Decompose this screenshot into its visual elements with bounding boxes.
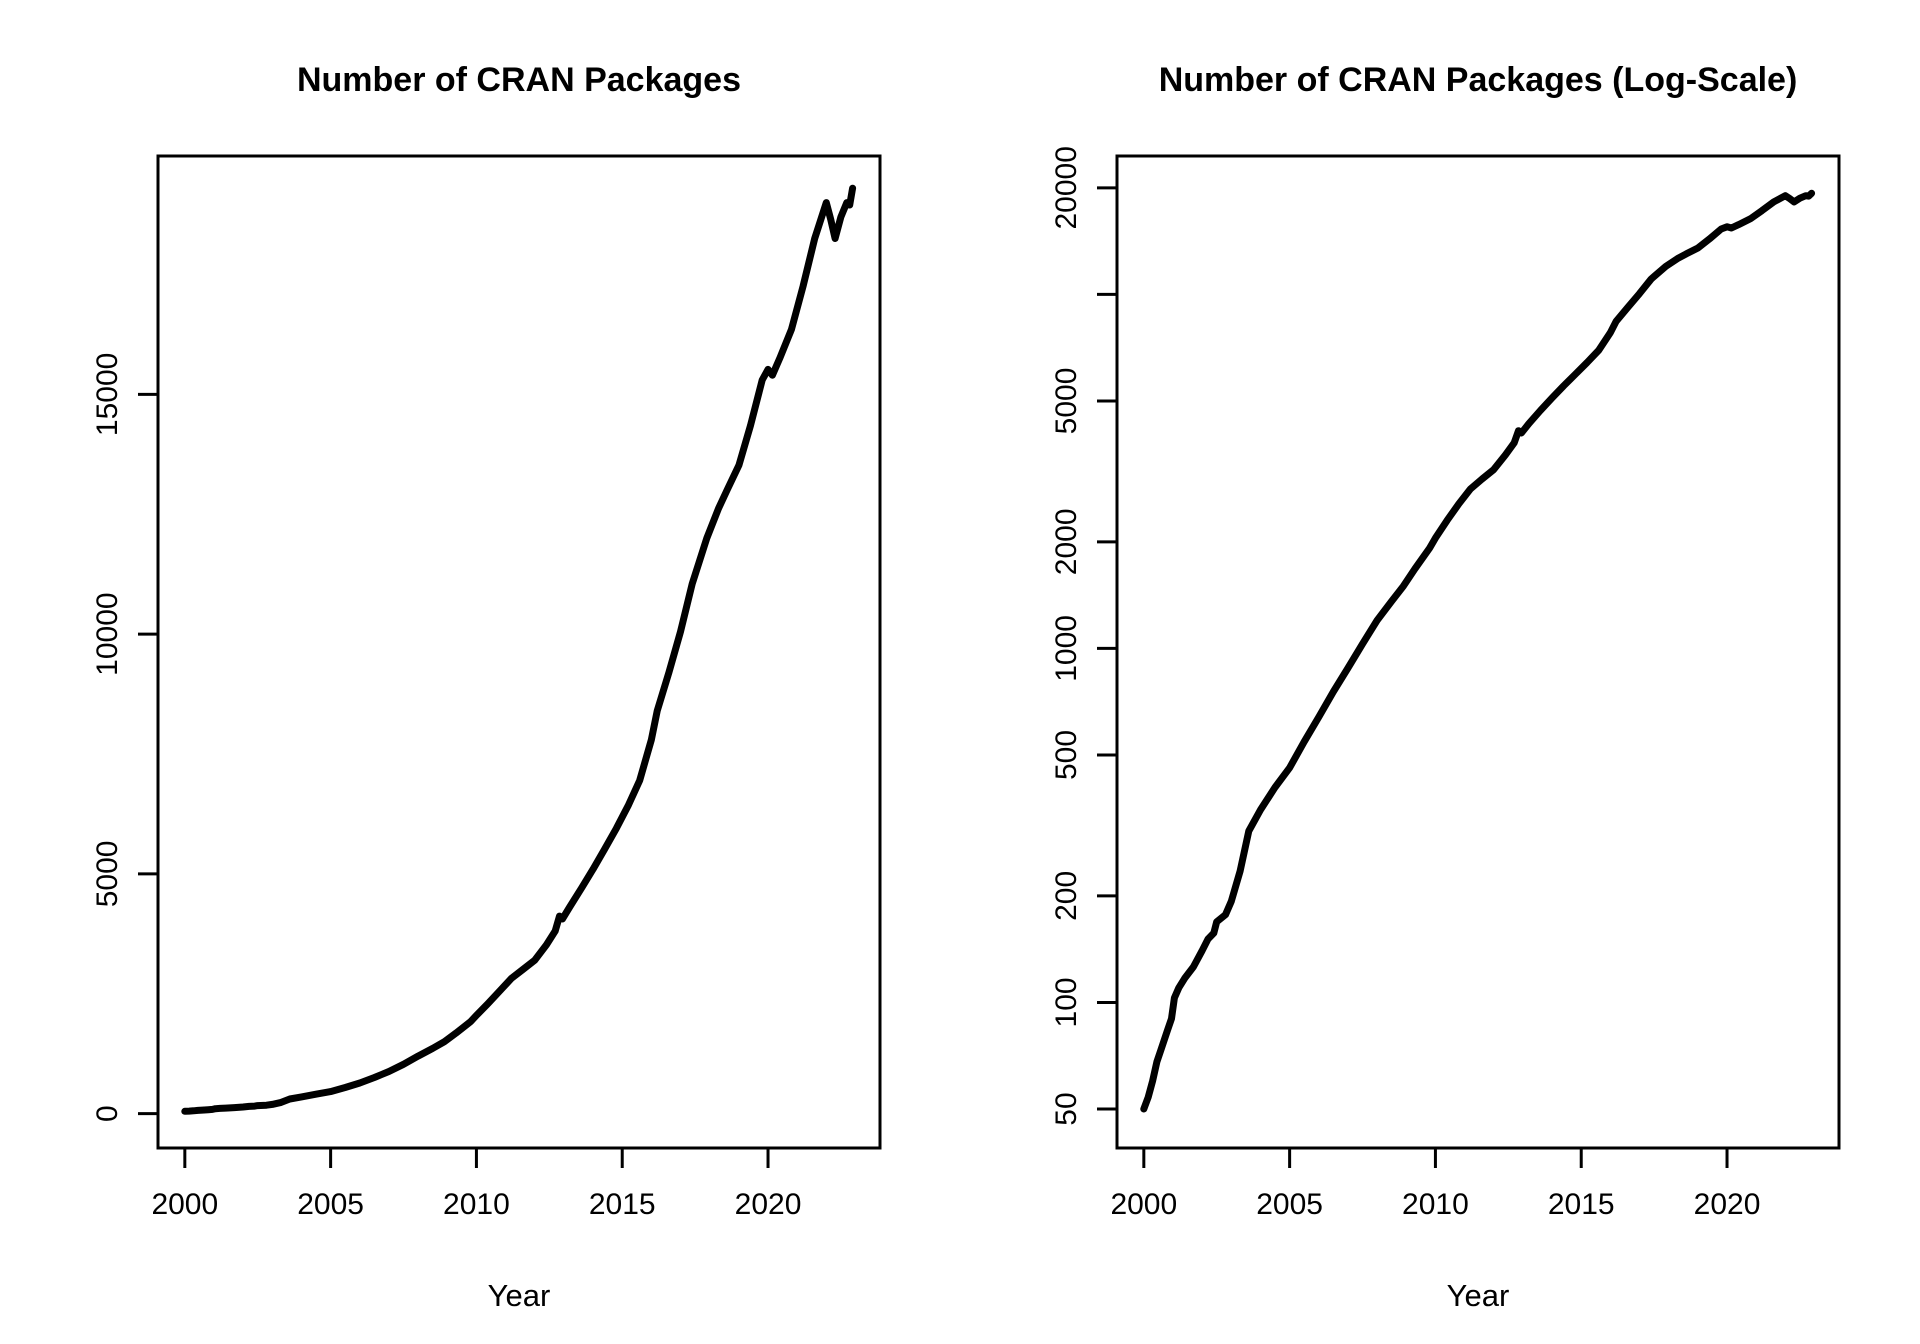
y-tick-label: 100 [1050,977,1083,1027]
x-tick-label: 2020 [1694,1188,1761,1221]
x-axis-label-right: Year [1446,1278,1510,1313]
y-tick-label: 10000 [91,592,124,675]
plot-box [156,154,882,1150]
x-axis-label-left: Year [487,1278,551,1313]
x-tick-label: 2015 [1548,1188,1615,1221]
x-tick-label: 2005 [1256,1188,1323,1221]
cran-count-curve-log [1140,189,1816,1113]
y-tick-label: 200 [1050,871,1083,921]
x-tick-label: 2020 [735,1188,802,1221]
y-tick-label: 1000 [1050,615,1083,682]
cran-count-curve-linear [181,184,857,1115]
y-tick-label: 0 [91,1105,124,1122]
x-tick-label: 2000 [1110,1188,1177,1221]
y-tick-label: 20000 [1050,146,1083,229]
y-tick-label: 500 [1050,730,1083,780]
chart-title-linear: Number of CRAN Packages [296,61,741,99]
y-tick-label: 2000 [1050,508,1083,575]
y-tick-label: 5000 [1050,368,1083,435]
plot-box [1115,154,1841,1150]
y-tick-label: 50 [1050,1092,1083,1125]
x-tick-label: 2010 [1402,1188,1469,1221]
x-tick-label: 2010 [443,1188,510,1221]
y-tick-label: 15000 [91,353,124,436]
x-tick-label: 2015 [589,1188,656,1221]
x-tick-label: 2000 [151,1188,218,1221]
x-tick-label: 2005 [297,1188,364,1221]
chart-title-log: Number of CRAN Packages (Log-Scale) [1158,61,1798,99]
y-tick-label: 5000 [91,841,124,908]
